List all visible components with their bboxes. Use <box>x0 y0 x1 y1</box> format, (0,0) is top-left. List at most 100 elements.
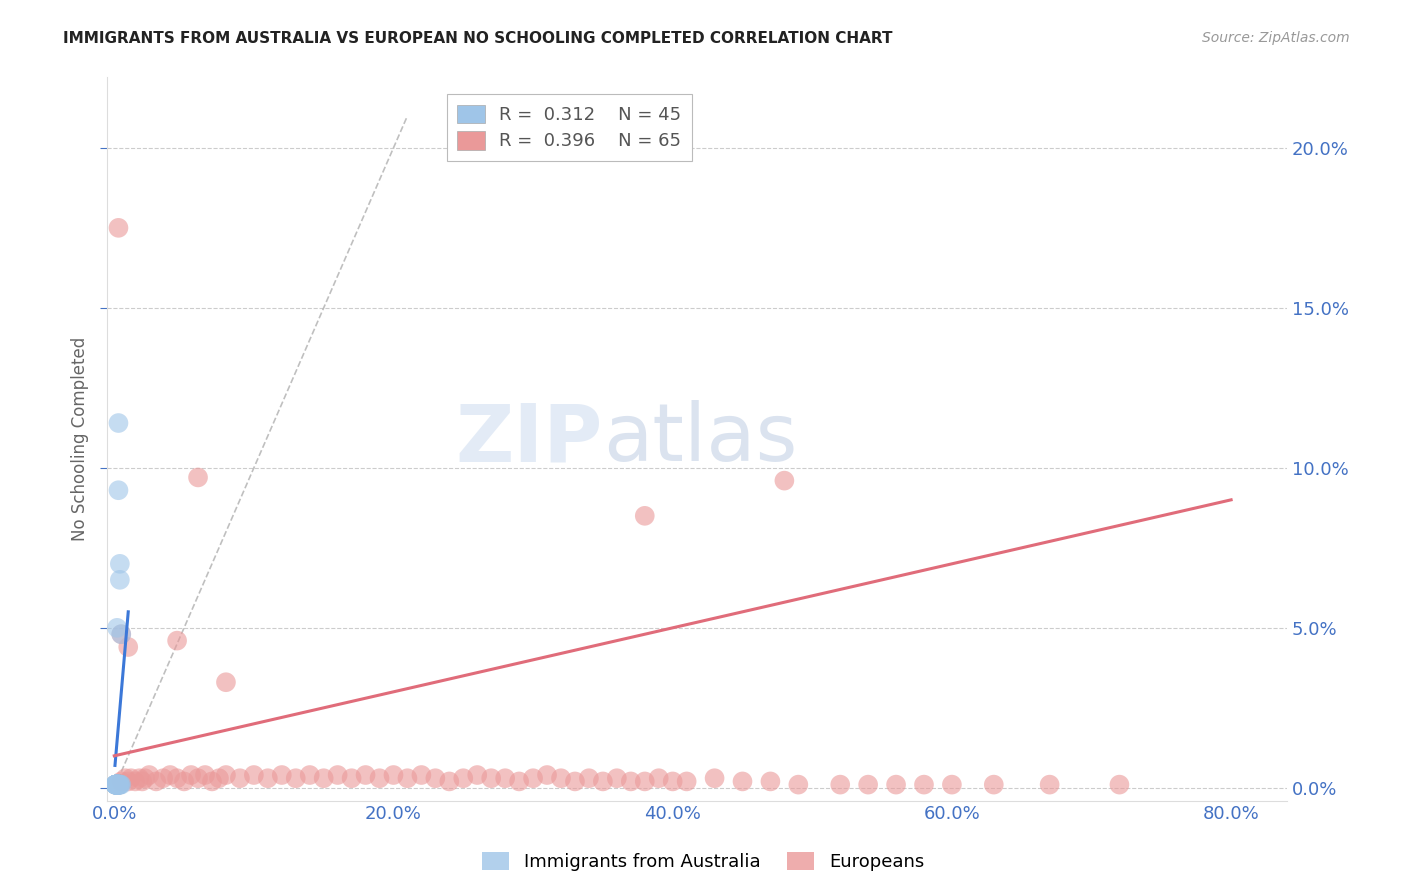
Point <box>912 778 935 792</box>
Point <box>522 771 544 785</box>
Point <box>243 768 266 782</box>
Point <box>108 573 131 587</box>
Y-axis label: No Schooling Completed: No Schooling Completed <box>72 337 89 541</box>
Point <box>138 768 160 782</box>
Text: IMMIGRANTS FROM AUSTRALIA VS EUROPEAN NO SCHOOLING COMPLETED CORRELATION CHART: IMMIGRANTS FROM AUSTRALIA VS EUROPEAN NO… <box>63 31 893 46</box>
Point <box>107 778 129 792</box>
Point <box>536 768 558 782</box>
Point <box>105 778 128 792</box>
Point <box>105 778 128 792</box>
Point <box>105 778 128 792</box>
Point <box>104 778 127 792</box>
Point <box>120 771 142 785</box>
Point <box>105 778 128 792</box>
Text: atlas: atlas <box>603 400 797 478</box>
Point <box>298 768 321 782</box>
Point <box>104 778 127 792</box>
Point <box>284 771 307 785</box>
Point <box>108 557 131 571</box>
Legend: Immigrants from Australia, Europeans: Immigrants from Australia, Europeans <box>475 845 931 879</box>
Point <box>107 778 129 792</box>
Point <box>145 774 167 789</box>
Point <box>941 778 963 792</box>
Point <box>107 483 129 498</box>
Point <box>396 771 419 785</box>
Point <box>187 771 209 785</box>
Point <box>110 774 132 789</box>
Point <box>107 778 129 792</box>
Point <box>1039 778 1062 792</box>
Point <box>104 778 127 792</box>
Point <box>105 778 128 792</box>
Point <box>703 771 725 785</box>
Point <box>107 778 129 792</box>
Point <box>465 768 488 782</box>
Point <box>208 771 231 785</box>
Point <box>104 778 127 792</box>
Point <box>180 768 202 782</box>
Point <box>107 778 129 792</box>
Point <box>229 771 252 785</box>
Point <box>110 627 132 641</box>
Point <box>104 778 127 792</box>
Point <box>983 778 1005 792</box>
Point <box>270 768 292 782</box>
Point <box>159 768 181 782</box>
Point <box>215 675 238 690</box>
Point <box>340 771 363 785</box>
Point <box>128 771 150 785</box>
Point <box>104 778 127 792</box>
Point <box>105 778 128 792</box>
Point <box>508 774 530 789</box>
Point <box>634 508 657 523</box>
Point <box>787 778 810 792</box>
Point <box>194 768 217 782</box>
Point <box>117 774 139 789</box>
Point <box>634 774 657 789</box>
Point <box>107 778 129 792</box>
Legend: R =  0.312    N = 45, R =  0.396    N = 65: R = 0.312 N = 45, R = 0.396 N = 65 <box>447 94 692 161</box>
Point <box>108 778 131 792</box>
Point <box>105 778 128 792</box>
Point <box>439 774 461 789</box>
Point <box>105 778 128 792</box>
Point <box>104 778 127 792</box>
Point <box>117 640 139 654</box>
Point <box>105 621 128 635</box>
Point <box>494 771 516 785</box>
Point <box>368 771 391 785</box>
Point <box>152 771 174 785</box>
Point <box>166 633 188 648</box>
Point <box>107 778 129 792</box>
Point <box>166 771 188 785</box>
Point <box>173 774 195 789</box>
Point <box>578 771 600 785</box>
Point <box>107 220 129 235</box>
Point <box>110 778 132 792</box>
Point <box>648 771 671 785</box>
Point <box>124 774 146 789</box>
Point <box>107 778 129 792</box>
Point <box>425 771 447 785</box>
Point <box>592 774 614 789</box>
Point <box>411 768 433 782</box>
Point <box>201 774 224 789</box>
Point <box>104 778 127 792</box>
Point <box>578 112 600 126</box>
Point <box>105 778 128 792</box>
Point <box>114 771 136 785</box>
Point <box>105 778 128 792</box>
Point <box>105 778 128 792</box>
Point <box>620 774 643 789</box>
Point <box>104 778 127 792</box>
Point <box>550 771 572 785</box>
Point <box>564 774 586 789</box>
Point <box>104 778 127 792</box>
Point <box>104 778 127 792</box>
Point <box>830 778 852 792</box>
Point <box>107 778 129 792</box>
Point <box>326 768 349 782</box>
Point <box>104 778 127 792</box>
Point <box>256 771 278 785</box>
Point <box>606 771 628 785</box>
